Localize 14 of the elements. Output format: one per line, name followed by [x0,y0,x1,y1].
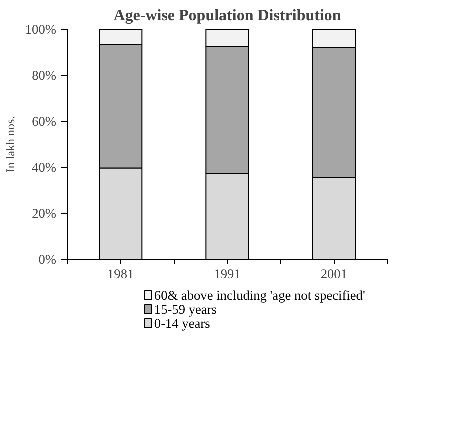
y-tick-label: 20% [32,206,57,221]
y-tick-label: 60% [32,114,57,129]
y-tick-label: 100% [25,22,57,37]
y-tick-label: 0% [38,252,57,267]
legend-label: 60& above including 'age not specified' [154,288,366,303]
y-tick-label: 80% [32,68,57,83]
y-tick-label: 40% [32,160,57,175]
x-tick-label: 1981 [108,266,134,282]
chart-title: Age-wise Population Distribution [114,8,342,24]
x-tick-label: 1991 [214,266,241,282]
x-tick-label: 2001 [320,266,348,282]
legend-label: 0-14 years [154,316,210,331]
legend-label: 15-59 years [154,302,217,317]
y-axis-title: In lakh nos. [3,116,18,173]
